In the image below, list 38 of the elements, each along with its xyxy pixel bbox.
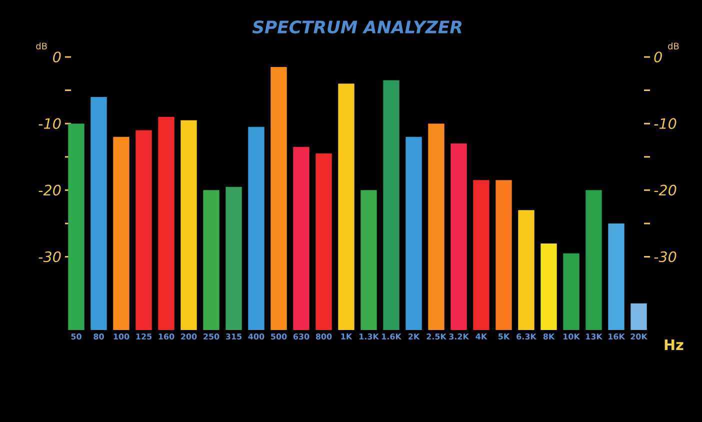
bar [203,190,220,330]
y-axis-title: dB [36,42,47,50]
y2-tick-label: -30 [654,251,676,262]
bar [496,180,512,330]
bar [360,190,377,330]
bar [473,180,490,330]
y2-tick-label: -20 [654,184,676,196]
bar [270,66,287,330]
bar [518,210,534,330]
bar [630,303,647,330]
bar [180,120,197,330]
x-axis-title: Hz [664,340,684,350]
bar [68,124,84,330]
bar [136,130,152,330]
bar [113,136,130,330]
bar [316,154,332,330]
bar [540,243,557,330]
bar [428,124,444,330]
chart-title: SPECTRUM ANALYZER [252,20,462,34]
bar [158,116,174,330]
y-tick-label: 0 [53,52,61,62]
bar [338,84,354,330]
bar [450,144,467,330]
bar [90,96,107,330]
bar [226,186,242,330]
bar [406,136,422,330]
bar [563,253,580,330]
bar [586,190,602,330]
bar [248,126,264,330]
y-tick-label: -10 [38,118,61,130]
bar [383,80,400,330]
y-tick-label: -30 [38,251,61,262]
y-tick-label: -20 [38,184,61,196]
bar [608,223,624,330]
y2-tick-label: -10 [654,118,676,130]
y2-axis-title: dB [668,42,679,50]
bar [293,146,310,330]
y2-tick-label: 0 [654,52,662,62]
